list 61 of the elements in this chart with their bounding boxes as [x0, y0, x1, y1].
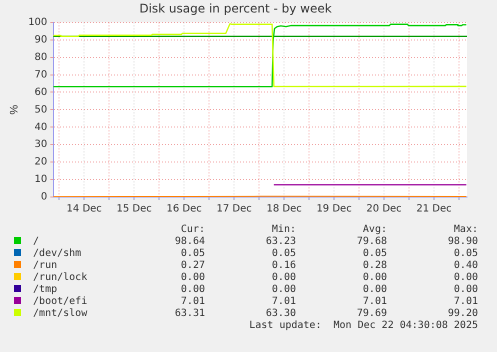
chart-title: Disk usage in percent - by week	[139, 1, 332, 16]
text: 7.01	[452, 296, 478, 308]
text: 0.00	[452, 272, 478, 284]
text: 0.40	[452, 260, 478, 272]
x-tick-label: 18 Dec	[266, 204, 302, 215]
y-axis-title: %	[8, 104, 21, 115]
text: 7.01	[270, 296, 296, 308]
text: Avg:	[362, 224, 387, 236]
text: 0.27	[180, 260, 205, 272]
text: 98.90	[446, 236, 478, 248]
text: 63.30	[264, 308, 296, 320]
text: 99.20	[446, 308, 478, 320]
y-tick-label: 80	[34, 52, 48, 63]
text: Cur:	[180, 224, 205, 236]
y-tick-label: 0	[40, 192, 48, 203]
text: 7.01	[362, 296, 387, 308]
text: 63.31	[174, 308, 205, 320]
legend-label: /run	[32, 260, 58, 272]
text: Last update: Mon Dec 22 04:30:08 2025	[248, 320, 478, 332]
text: 0.05	[452, 248, 478, 260]
text: 79.68	[356, 236, 387, 248]
text: 0.00	[270, 272, 296, 284]
text: 0.16	[270, 260, 296, 272]
text: 0.00	[362, 284, 387, 296]
y-tick-label: 60	[34, 86, 48, 98]
text: 63.23	[264, 236, 296, 248]
y-tick-label: 50	[34, 104, 48, 116]
y-tick-label: 30	[34, 139, 48, 150]
text: 0.05	[180, 248, 205, 260]
text: 7.01	[180, 296, 205, 308]
x-tick-label: 19 Dec	[316, 204, 352, 215]
text: 0.28	[362, 260, 387, 272]
y-tick-label: 70	[34, 69, 48, 80]
text: 0.00	[180, 272, 205, 284]
text: Max:	[452, 224, 478, 236]
text: 0.00	[180, 284, 205, 296]
text: 0.05	[362, 248, 387, 260]
legend-label: /dev/shm	[32, 248, 82, 260]
legend-label: /tmp	[32, 284, 58, 296]
text: 79.69	[356, 308, 387, 320]
legend-label: /mnt/slow	[32, 308, 88, 320]
x-tick-label: 15 Dec	[116, 204, 152, 215]
text: Min:	[270, 224, 296, 236]
x-tick-label: 21 Dec	[416, 204, 452, 215]
text: 0.05	[270, 248, 296, 260]
y-tick-label: 100	[28, 16, 48, 28]
text: 0.00	[270, 284, 296, 296]
y-tick-label: 90	[34, 34, 48, 46]
text: 98.64	[174, 236, 205, 248]
y-tick-label: 40	[34, 122, 48, 133]
x-tick-label: 20 Dec	[366, 204, 402, 215]
legend-label: /	[32, 236, 40, 248]
y-tick-label: 20	[34, 156, 48, 168]
x-tick-label: 17 Dec	[216, 204, 252, 215]
y-tick-label: 10	[34, 174, 48, 186]
text: 0.00	[452, 284, 478, 296]
x-tick-label: 16 Dec	[166, 204, 202, 215]
legend-label: /run/lock	[32, 272, 88, 284]
legend-label: /boot/efi	[32, 296, 88, 308]
text: 0.00	[362, 272, 387, 284]
x-tick-label: 14 Dec	[66, 204, 102, 215]
